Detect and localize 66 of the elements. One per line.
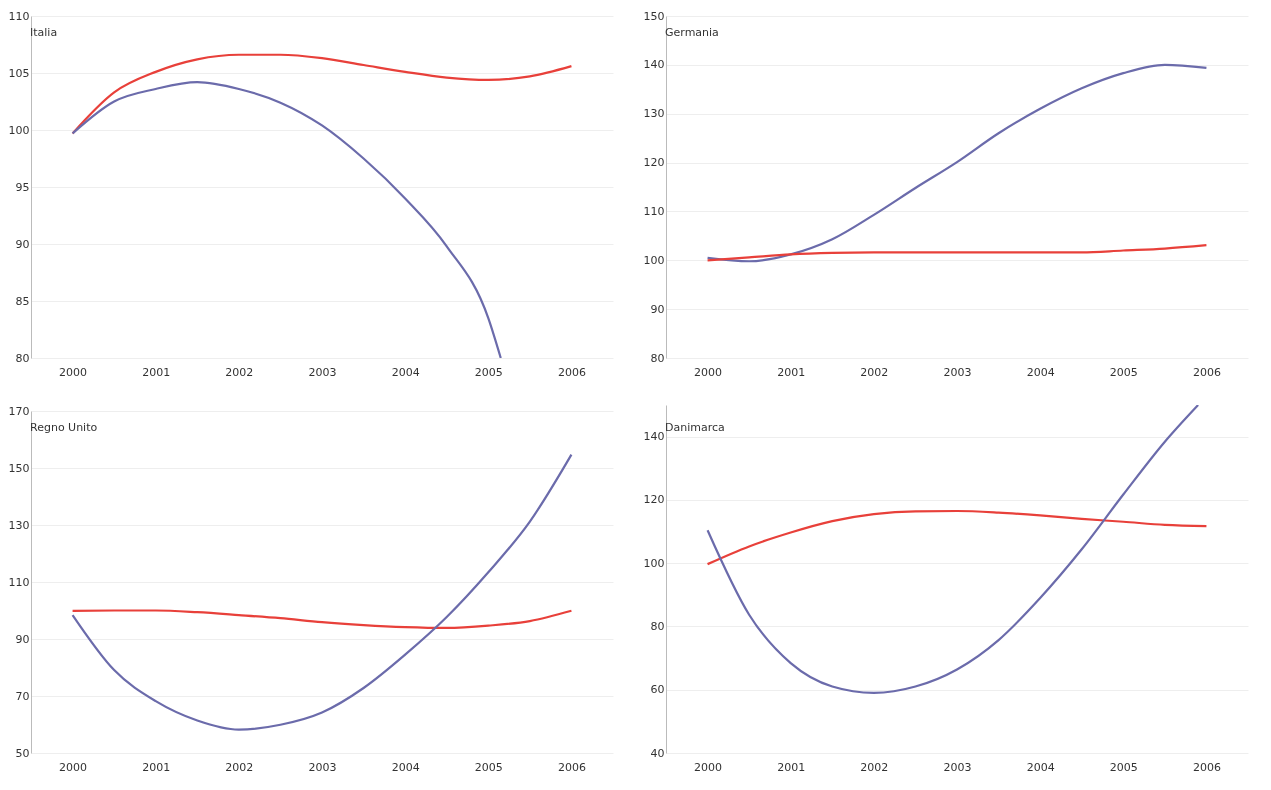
line-series (71, 453, 573, 731)
x-tick-label: 2001 (777, 365, 806, 379)
y-tick-label: 90 (15, 632, 30, 646)
x-tick-label: 2002 (225, 365, 254, 379)
line-series (71, 81, 502, 358)
text: Italia (30, 26, 58, 39)
x-tick-label: 2005 (1109, 760, 1138, 774)
y-tick-label: 90 (15, 237, 30, 251)
y-tick-label: 50 (15, 746, 30, 760)
text: Regno Unito (30, 421, 98, 434)
x-tick-label: 2000 (59, 760, 88, 774)
y-tick-label: 150 (8, 461, 30, 475)
x-tick-label: 2000 (59, 365, 88, 379)
x-tick-label: 2004 (1026, 760, 1055, 774)
x-tick-label: 2000 (694, 365, 723, 379)
y-tick-label: 130 (8, 518, 30, 532)
x-tick-label: 2006 (557, 760, 586, 774)
y-tick-label: 80 (650, 351, 665, 365)
x-tick-label: 2005 (1109, 365, 1138, 379)
line-series (71, 609, 573, 629)
y-tick-label: 130 (643, 107, 665, 121)
x-tick-label: 2001 (777, 760, 806, 774)
y-tick-label: 170 (8, 404, 30, 418)
y-tick-label: 80 (15, 351, 30, 365)
y-tick-label: 100 (8, 123, 30, 137)
line-series (706, 63, 1208, 263)
y-tick-label: 90 (650, 302, 665, 316)
text: Germania (665, 26, 719, 39)
x-tick-label: 2002 (860, 365, 889, 379)
y-tick-label: 100 (643, 556, 665, 570)
x-tick-label: 2003 (943, 760, 972, 774)
x-tick-label: 2002 (225, 760, 254, 774)
x-tick-label: 2000 (694, 760, 723, 774)
x-tick-label: 2002 (860, 760, 889, 774)
x-tick-label: 2004 (1026, 365, 1055, 379)
y-tick-label: 40 (650, 746, 665, 760)
y-tick-label: 60 (650, 683, 665, 697)
x-tick-label: 2004 (391, 365, 420, 379)
y-tick-label: 110 (643, 204, 665, 218)
y-tick-label: 80 (650, 619, 665, 633)
x-tick-label: 2006 (557, 365, 586, 379)
x-tick-label: 2006 (1192, 365, 1221, 379)
x-tick-label: 2001 (142, 760, 171, 774)
y-tick-label: 100 (643, 253, 665, 267)
y-tick-label: 120 (643, 156, 665, 170)
y-tick-label: 110 (8, 575, 30, 589)
line-series (706, 509, 1208, 566)
x-tick-label: 2003 (943, 365, 972, 379)
text: Danimarca (665, 421, 725, 434)
y-tick-label: 85 (15, 294, 30, 308)
y-tick-label: 150 (643, 9, 665, 23)
y-tick-label: 140 (643, 430, 665, 444)
x-tick-label: 2004 (391, 760, 420, 774)
y-tick-label: 105 (8, 66, 30, 80)
y-tick-label: 110 (8, 9, 30, 23)
x-tick-label: 2001 (142, 365, 171, 379)
y-tick-label: 70 (15, 689, 30, 703)
x-tick-label: 2005 (474, 365, 503, 379)
line-series (706, 244, 1208, 262)
y-tick-label: 120 (643, 493, 665, 507)
y-tick-label: 140 (643, 58, 665, 72)
y-tick-label: 95 (15, 180, 30, 194)
x-tick-label: 2006 (1192, 760, 1221, 774)
x-tick-label: 2005 (474, 760, 503, 774)
x-tick-label: 2003 (308, 760, 337, 774)
x-tick-label: 2003 (308, 365, 337, 379)
